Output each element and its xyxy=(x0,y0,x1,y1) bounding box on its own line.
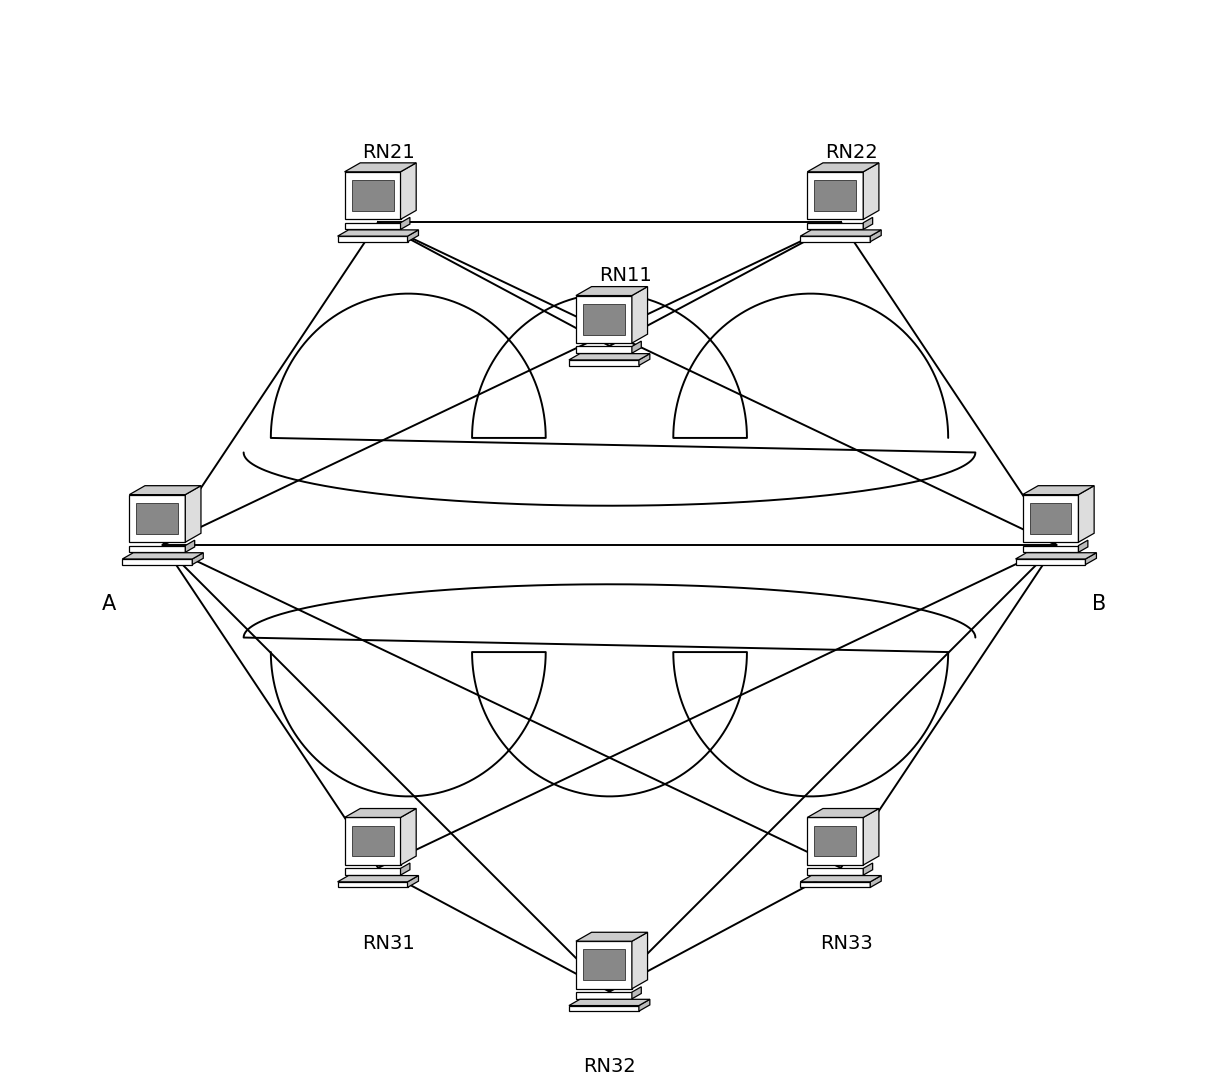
Polygon shape xyxy=(631,932,647,989)
Polygon shape xyxy=(351,825,394,857)
Polygon shape xyxy=(338,882,407,887)
Polygon shape xyxy=(345,869,401,875)
Polygon shape xyxy=(401,809,416,865)
Polygon shape xyxy=(569,353,650,360)
Polygon shape xyxy=(401,863,410,875)
Polygon shape xyxy=(583,304,625,335)
Polygon shape xyxy=(631,341,641,353)
Polygon shape xyxy=(137,502,178,534)
Polygon shape xyxy=(1023,495,1079,542)
Polygon shape xyxy=(639,353,650,365)
Polygon shape xyxy=(129,546,185,553)
Polygon shape xyxy=(575,942,631,989)
Polygon shape xyxy=(185,486,201,542)
Polygon shape xyxy=(1015,553,1096,559)
Polygon shape xyxy=(575,992,631,998)
Polygon shape xyxy=(338,230,418,237)
Polygon shape xyxy=(1085,553,1096,565)
Polygon shape xyxy=(807,818,863,865)
Polygon shape xyxy=(631,986,641,998)
Polygon shape xyxy=(569,360,639,365)
Polygon shape xyxy=(639,1000,650,1012)
Polygon shape xyxy=(807,222,863,229)
Polygon shape xyxy=(814,180,856,210)
Polygon shape xyxy=(569,1000,650,1006)
Polygon shape xyxy=(863,162,879,219)
Polygon shape xyxy=(407,875,418,887)
Polygon shape xyxy=(129,486,201,495)
Polygon shape xyxy=(807,869,863,875)
Polygon shape xyxy=(863,863,873,875)
Polygon shape xyxy=(338,237,407,242)
Polygon shape xyxy=(575,932,647,942)
Polygon shape xyxy=(575,287,647,295)
Polygon shape xyxy=(345,162,416,172)
Polygon shape xyxy=(807,809,879,818)
Polygon shape xyxy=(407,230,418,242)
Text: RN21: RN21 xyxy=(362,143,416,161)
Polygon shape xyxy=(129,495,185,542)
Polygon shape xyxy=(345,809,416,818)
Polygon shape xyxy=(807,162,879,172)
Polygon shape xyxy=(575,295,631,343)
Polygon shape xyxy=(193,553,204,565)
Polygon shape xyxy=(569,1006,639,1012)
Polygon shape xyxy=(870,875,881,887)
Polygon shape xyxy=(338,875,418,882)
Text: RN31: RN31 xyxy=(362,934,416,953)
Polygon shape xyxy=(631,287,647,343)
Polygon shape xyxy=(801,875,881,882)
Polygon shape xyxy=(351,180,394,210)
Polygon shape xyxy=(122,559,193,565)
Polygon shape xyxy=(345,818,401,865)
Polygon shape xyxy=(1023,486,1095,495)
Text: A: A xyxy=(102,594,116,614)
Polygon shape xyxy=(1079,541,1087,553)
Polygon shape xyxy=(345,172,401,219)
Text: B: B xyxy=(1092,594,1107,614)
Polygon shape xyxy=(863,217,873,229)
Polygon shape xyxy=(401,162,416,219)
Polygon shape xyxy=(1079,486,1095,542)
Polygon shape xyxy=(1015,559,1085,565)
Text: RN33: RN33 xyxy=(820,934,873,953)
Polygon shape xyxy=(801,237,870,242)
Polygon shape xyxy=(814,825,856,857)
Polygon shape xyxy=(185,541,195,553)
Text: RN32: RN32 xyxy=(583,1057,636,1077)
Polygon shape xyxy=(870,230,881,242)
Polygon shape xyxy=(122,553,204,559)
Text: RN22: RN22 xyxy=(825,143,878,161)
Polygon shape xyxy=(401,217,410,229)
Polygon shape xyxy=(583,949,625,980)
Polygon shape xyxy=(575,347,631,353)
Polygon shape xyxy=(863,809,879,865)
Polygon shape xyxy=(1023,546,1079,553)
Text: RN11: RN11 xyxy=(600,266,652,286)
Polygon shape xyxy=(1030,502,1072,534)
Polygon shape xyxy=(345,222,401,229)
Polygon shape xyxy=(801,882,870,887)
Polygon shape xyxy=(807,172,863,219)
Polygon shape xyxy=(801,230,881,237)
